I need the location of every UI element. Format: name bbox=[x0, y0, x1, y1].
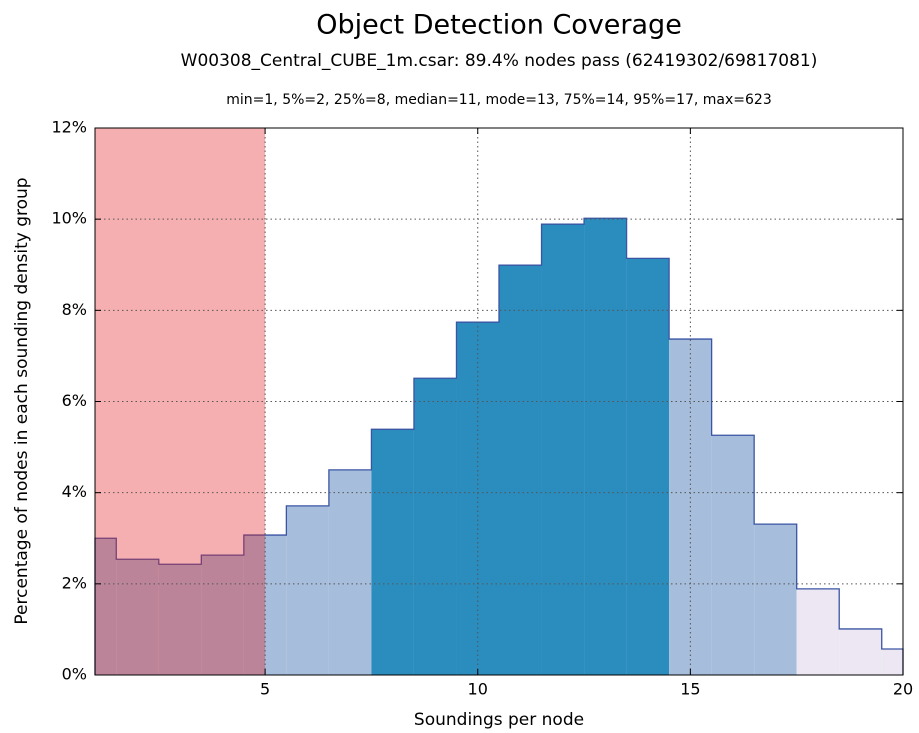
y-tick-label: 10% bbox=[51, 209, 87, 228]
bar bbox=[711, 435, 755, 675]
bar bbox=[881, 649, 903, 675]
bar bbox=[201, 555, 244, 675]
y-tick-label: 8% bbox=[62, 300, 87, 319]
bar bbox=[754, 524, 797, 675]
bar bbox=[328, 469, 372, 675]
y-tick-label: 4% bbox=[62, 482, 87, 501]
bar bbox=[541, 224, 585, 675]
bar bbox=[413, 378, 457, 675]
chart-title: Object Detection Coverage bbox=[316, 10, 682, 41]
y-tick-label: 12% bbox=[51, 118, 87, 137]
x-tick-label: 5 bbox=[260, 680, 270, 699]
x-axis-label: Soundings per node bbox=[414, 710, 584, 730]
bar bbox=[286, 505, 329, 675]
y-tick-label: 6% bbox=[62, 391, 87, 410]
bar bbox=[116, 559, 159, 675]
bar bbox=[839, 628, 882, 675]
y-axis-label: Percentage of nodes in each sounding den… bbox=[12, 177, 32, 624]
bar bbox=[499, 265, 542, 675]
x-tick-label: 20 bbox=[893, 680, 913, 699]
y-tick-label: 2% bbox=[62, 573, 87, 592]
stats-line: min=1, 5%=2, 25%=8, median=11, mode=13, … bbox=[226, 92, 772, 108]
bar bbox=[626, 258, 670, 675]
bar bbox=[158, 564, 202, 675]
bar bbox=[456, 322, 499, 675]
chart-subtitle: W00308_Central_CUBE_1m.csar: 89.4% nodes… bbox=[181, 51, 818, 71]
bar bbox=[796, 588, 840, 675]
bar bbox=[584, 218, 627, 675]
x-tick-label: 15 bbox=[680, 680, 700, 699]
y-tick-label: 0% bbox=[62, 665, 87, 684]
bar bbox=[95, 538, 117, 675]
plot-frame bbox=[94, 127, 904, 676]
histogram-outline bbox=[94, 217, 904, 675]
bar bbox=[371, 429, 414, 675]
x-tick-label: 10 bbox=[468, 680, 488, 699]
